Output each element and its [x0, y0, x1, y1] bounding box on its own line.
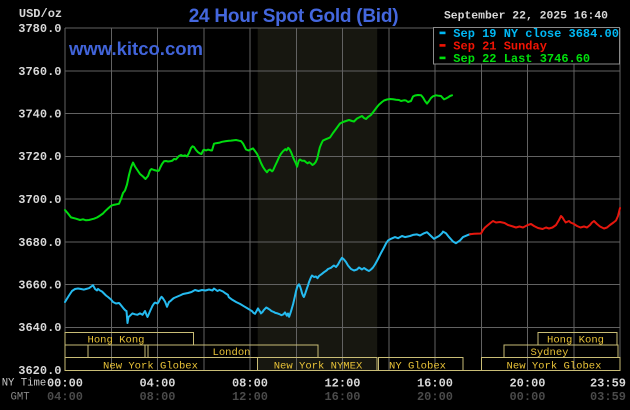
svg-text:GMT: GMT [11, 392, 30, 404]
svg-text:20:00: 20:00 [417, 390, 453, 404]
svg-text:24 Hour Spot Gold (Bid): 24 Hour Spot Gold (Bid) [189, 6, 399, 27]
svg-text:New York NYMEX: New York NYMEX [274, 361, 363, 373]
svg-text:NY Time: NY Time [2, 378, 47, 390]
svg-text:3740.0: 3740.0 [18, 108, 61, 122]
svg-text:20:00: 20:00 [509, 377, 545, 391]
svg-text:08:00: 08:00 [139, 390, 175, 404]
svg-text:Hong Kong: Hong Kong [88, 334, 145, 346]
svg-text:00:00: 00:00 [47, 377, 83, 391]
svg-text:12:00: 12:00 [324, 377, 360, 391]
svg-text:16:00: 16:00 [417, 377, 453, 391]
svg-text:Sep 19 NY close 3684.00: Sep 19 NY close 3684.00 [453, 27, 619, 41]
svg-text:3700.0: 3700.0 [18, 193, 61, 207]
svg-text:New York Globex: New York Globex [103, 361, 198, 373]
svg-text:3720.0: 3720.0 [18, 150, 61, 164]
svg-text:New York Globex: New York Globex [507, 361, 602, 373]
svg-text:12:00: 12:00 [232, 390, 268, 404]
svg-text:3660.0: 3660.0 [18, 279, 61, 293]
svg-text:www.kitco.com: www.kitco.com [68, 38, 203, 59]
svg-text:September 22, 2025 16:40: September 22, 2025 16:40 [444, 10, 608, 22]
svg-text:16:00: 16:00 [324, 390, 360, 404]
svg-text:NY Globex: NY Globex [389, 361, 446, 373]
svg-text:00:00: 00:00 [509, 390, 545, 404]
svg-text:Sep 22 Last 3746.60: Sep 22 Last 3746.60 [453, 52, 590, 66]
svg-text:3760.0: 3760.0 [18, 65, 61, 79]
svg-text:23:59: 23:59 [590, 377, 626, 391]
svg-text:Sep 21 Sunday: Sep 21 Sunday [453, 39, 547, 53]
svg-text:USD/oz: USD/oz [19, 7, 62, 21]
svg-text:Sydney: Sydney [531, 347, 569, 359]
svg-text:3780.0: 3780.0 [18, 22, 61, 36]
svg-text:London: London [213, 347, 251, 359]
svg-text:3640.0: 3640.0 [18, 321, 61, 335]
svg-text:3620.0: 3620.0 [18, 364, 61, 378]
svg-text:04:00: 04:00 [47, 390, 83, 404]
svg-text:3680.0: 3680.0 [18, 236, 61, 250]
svg-text:04:00: 04:00 [139, 377, 175, 391]
svg-text:Hong Kong: Hong Kong [547, 334, 604, 346]
svg-text:03:59: 03:59 [590, 390, 626, 404]
svg-text:08:00: 08:00 [232, 377, 268, 391]
